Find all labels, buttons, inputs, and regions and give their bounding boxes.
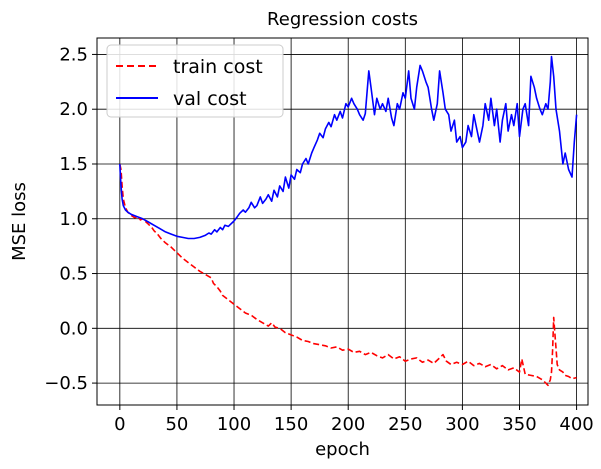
x-tick-label: 0	[114, 414, 125, 435]
series-layer	[119, 55, 578, 387]
legend-label: val cost	[173, 88, 247, 110]
y-tick-label: 2.0	[59, 99, 88, 120]
y-axis-label: MSE loss	[9, 182, 30, 261]
x-tick-label: 350	[502, 414, 536, 435]
y-tick-label: 1.5	[59, 154, 88, 175]
x-tick-label: 250	[388, 414, 422, 435]
y-tick-label: 1.0	[59, 209, 88, 230]
legend-label: train cost	[173, 56, 263, 78]
y-ticks: −0.5 0.0 0.5 1.0 1.5 2.0 2.5	[44, 44, 97, 394]
x-axis-label: epoch	[315, 439, 370, 460]
y-tick-label: −0.5	[44, 373, 88, 394]
x-tick-label: 150	[274, 414, 308, 435]
y-tick-label: 0.5	[59, 264, 88, 285]
series-line-val-cost	[119, 55, 578, 240]
x-ticks: 0 50 100 150 200 250 300 350 400	[114, 405, 594, 435]
x-tick-label: 50	[165, 414, 188, 435]
x-tick-label: 300	[445, 414, 479, 435]
y-tick-label: 2.5	[59, 44, 88, 65]
grid	[97, 38, 588, 405]
chart-title: Regression costs	[267, 9, 418, 30]
x-tick-label: 200	[331, 414, 365, 435]
y-tick-label: 0.0	[59, 318, 88, 339]
series-line-train-cost	[119, 163, 577, 387]
legend: train cost val cost	[106, 44, 284, 118]
x-tick-label: 400	[559, 414, 593, 435]
plot-frame	[96, 37, 589, 406]
x-tick-label: 100	[217, 414, 251, 435]
